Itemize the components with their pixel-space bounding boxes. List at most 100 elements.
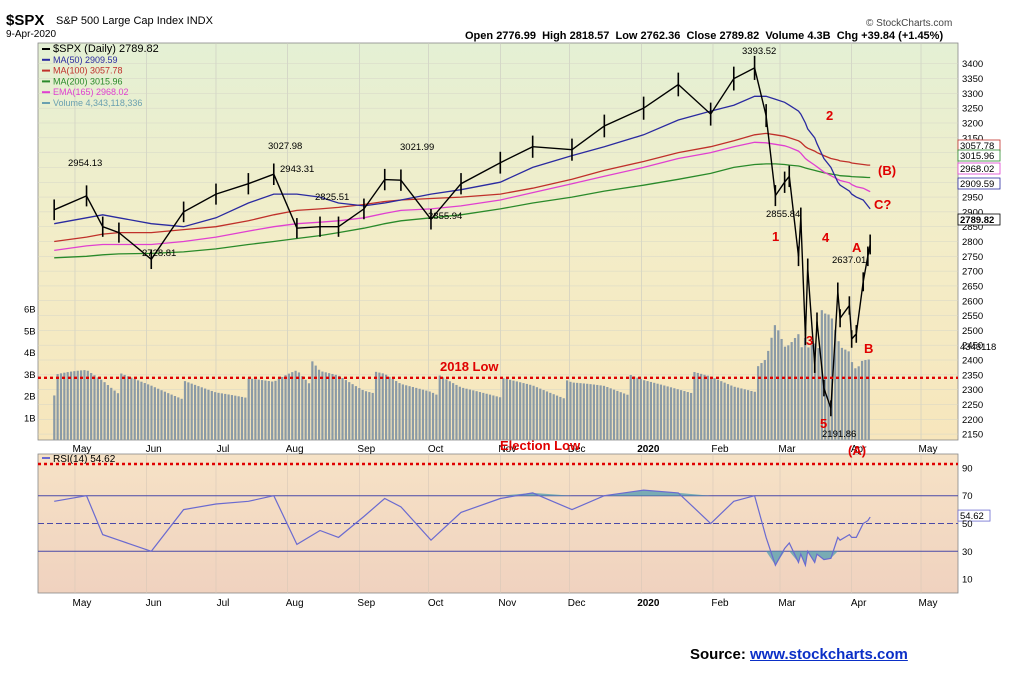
2018-low-label: 2018 Low xyxy=(440,359,499,374)
low-label: Low xyxy=(615,30,638,42)
volume-bar xyxy=(180,398,183,440)
volume-bar xyxy=(418,388,421,440)
wave-label: 4 xyxy=(822,230,830,245)
volume-bar xyxy=(187,382,190,440)
source-link[interactable]: www.stockcharts.com xyxy=(750,646,908,663)
price-value-tag: 2789.82 xyxy=(960,215,994,226)
volume-bar xyxy=(622,393,626,440)
volume-bar xyxy=(807,347,810,440)
volume-bar xyxy=(572,382,575,440)
volume-bar xyxy=(468,389,471,440)
volume-bar xyxy=(512,380,515,440)
volume-bar xyxy=(720,381,723,440)
volume-bar xyxy=(388,376,391,440)
volume-bar xyxy=(338,375,341,440)
chart-date: 9-Apr-2020 xyxy=(6,29,57,40)
wave-label: 3 xyxy=(806,333,813,348)
volume-bar xyxy=(260,380,264,440)
ma50-line xyxy=(54,95,871,228)
volume-bar xyxy=(53,395,56,440)
volume-value: 4.3B xyxy=(807,30,831,42)
volume-bar xyxy=(250,378,254,440)
volume-bar xyxy=(750,391,753,440)
chg-label: Chg xyxy=(836,30,859,42)
volume-bar xyxy=(90,373,93,440)
volume-bar xyxy=(395,381,398,440)
volume-bar xyxy=(324,372,327,440)
volume-bar xyxy=(157,388,160,440)
price-y-tick-label: 2650 xyxy=(962,281,983,292)
volume-bar xyxy=(381,373,384,440)
rsi-x-tick-label: Sep xyxy=(357,598,375,609)
price-data-label: 2954.13 xyxy=(68,158,102,169)
price-x-tick-label: Nov xyxy=(498,444,516,455)
volume-bar xyxy=(385,374,388,440)
volume-bar xyxy=(391,378,394,440)
rsi-series: RSI(14) 54.62 54.62 xyxy=(38,454,991,568)
volume-bar xyxy=(495,396,498,440)
rsi-x-tick-label: Aug xyxy=(286,598,304,609)
price-y-tick-label: 2500 xyxy=(962,326,983,337)
chg-value: +39.84 (+1.45%) xyxy=(861,30,944,42)
rsi-x-tick-label: Jul xyxy=(217,598,230,609)
rsi-x-tick-label: Nov xyxy=(498,598,516,609)
price-y-tick-label: 2700 xyxy=(962,267,983,278)
volume-bar xyxy=(297,372,301,440)
volume-bar xyxy=(271,381,274,440)
volume-bar xyxy=(254,379,257,440)
volume-bar xyxy=(840,347,844,440)
volume-bar xyxy=(716,379,720,440)
volume-bar xyxy=(153,387,156,440)
ema165-line xyxy=(54,141,871,252)
volume-bar xyxy=(505,379,508,440)
volume-bar xyxy=(234,395,237,440)
volume-bar xyxy=(850,362,854,440)
rsi-x-tick-label: Oct xyxy=(428,598,444,609)
rsi-x-tick-label: Jun xyxy=(146,598,162,609)
volume-bar xyxy=(281,376,284,440)
volume-bar xyxy=(797,334,800,440)
volume-bar xyxy=(220,393,223,440)
volume-bar xyxy=(837,341,840,440)
rsi-legend: RSI(14) 54.62 xyxy=(53,454,116,465)
volume-bar xyxy=(586,383,589,440)
price-data-label: 2728.81 xyxy=(142,248,176,259)
volume-bar xyxy=(408,386,411,440)
price-y-tick-label: 3300 xyxy=(962,89,983,100)
rsi-value-tag-box xyxy=(957,509,991,522)
source-footer: Source: www.stockcharts.com xyxy=(690,646,908,663)
volume-label: Volume xyxy=(765,30,805,42)
volume-bar xyxy=(606,387,609,440)
low-value: 2762.36 xyxy=(640,30,681,42)
volume-bar xyxy=(351,384,354,440)
volume-bar xyxy=(539,388,542,440)
volume-tick-label: 6B xyxy=(24,305,36,316)
volume-bar xyxy=(240,396,244,440)
price-y-tick-label: 2350 xyxy=(962,370,983,381)
volume-bar xyxy=(633,376,636,440)
ohlc-row: Open 2776.99 High 2818.57 Low 2762.36 Cl… xyxy=(465,30,943,42)
volume-bar xyxy=(291,372,294,440)
price-data-label: 2191.86 xyxy=(822,429,856,440)
price-y-tick-label: 2450 xyxy=(962,341,983,352)
wave-label: (A) xyxy=(848,443,866,458)
volume-bar xyxy=(177,397,180,440)
volume-bar xyxy=(773,325,777,440)
axes-labels: May May Jun Jun Jul Jul Aug Aug Sep Sep Oct Oct Nov N… xyxy=(24,59,1001,609)
price-x-tick-label: Aug xyxy=(286,444,304,455)
volume-bar xyxy=(328,373,331,440)
rsi-y-tick-label: 70 xyxy=(962,491,973,502)
volume-bar xyxy=(167,393,170,440)
volume-bar xyxy=(669,387,673,440)
price-value-tag: 2968.02 xyxy=(960,164,994,175)
volume-bar xyxy=(374,371,378,440)
volume-bar xyxy=(844,349,847,440)
volume-bar xyxy=(555,395,559,440)
volume-bar xyxy=(170,394,173,440)
volume-bar xyxy=(723,382,726,440)
volume-bar xyxy=(237,396,240,440)
price-x-tick-label: Apr xyxy=(851,444,867,455)
volume-bar xyxy=(482,392,485,440)
source-label: Source: xyxy=(690,646,751,663)
price-x-tick-label: May xyxy=(73,444,92,455)
